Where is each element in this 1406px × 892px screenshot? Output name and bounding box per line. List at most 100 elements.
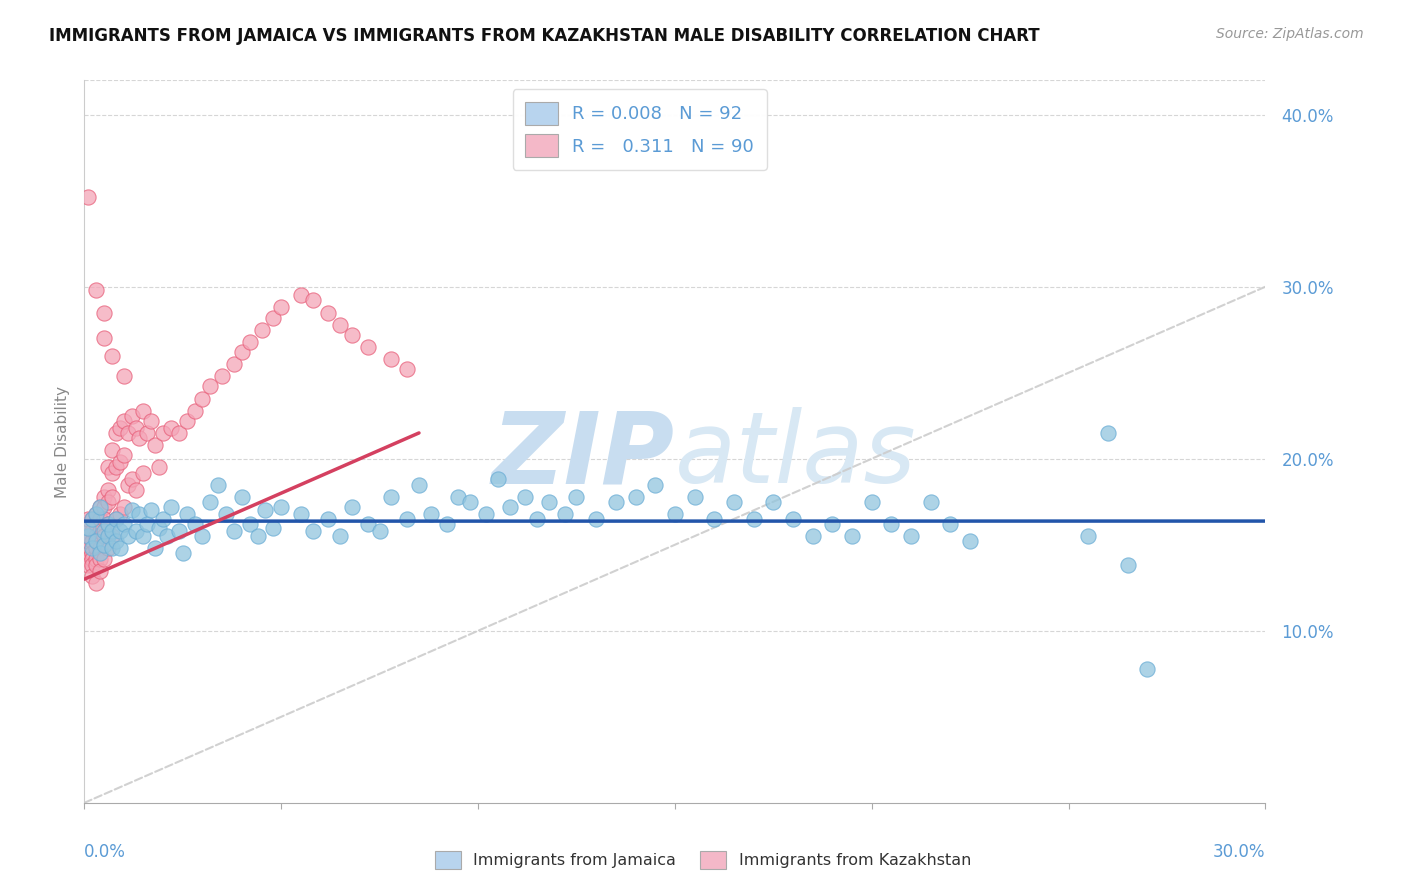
Text: Source: ZipAtlas.com: Source: ZipAtlas.com — [1216, 27, 1364, 41]
Point — [160, 500, 183, 514]
Point — [254, 503, 277, 517]
Point — [117, 529, 139, 543]
Point — [1097, 425, 1119, 440]
Point — [183, 403, 205, 417]
Text: 0.0%: 0.0% — [84, 843, 127, 861]
Point — [93, 512, 115, 526]
Point — [841, 529, 863, 543]
Point — [101, 349, 124, 363]
Point — [396, 362, 419, 376]
Point — [112, 448, 135, 462]
Point — [93, 551, 115, 566]
Point — [200, 494, 222, 508]
Point — [585, 512, 607, 526]
Point — [143, 438, 166, 452]
Point — [152, 425, 174, 440]
Point — [121, 472, 143, 486]
Point — [101, 524, 124, 538]
Point — [262, 310, 284, 325]
Point — [176, 414, 198, 428]
Point — [176, 507, 198, 521]
Point — [222, 357, 245, 371]
Point — [97, 517, 120, 532]
Point — [200, 379, 222, 393]
Point — [222, 524, 245, 538]
Point — [97, 460, 120, 475]
Point — [148, 520, 170, 534]
Point — [82, 546, 104, 560]
Point — [167, 425, 190, 440]
Point — [762, 494, 785, 508]
Point — [132, 466, 155, 480]
Point — [82, 551, 104, 566]
Point — [172, 546, 194, 560]
Point — [77, 534, 100, 549]
Point — [143, 541, 166, 556]
Point — [141, 503, 163, 517]
Point — [644, 477, 666, 491]
Point — [84, 529, 107, 543]
Point — [368, 524, 391, 538]
Point — [77, 529, 100, 543]
Point — [97, 483, 120, 497]
Point — [329, 318, 352, 332]
Point — [84, 575, 107, 590]
Point — [683, 490, 706, 504]
Point — [301, 293, 323, 308]
Point — [290, 507, 312, 521]
Point — [84, 507, 107, 521]
Point — [515, 490, 537, 504]
Point — [93, 500, 115, 514]
Point — [101, 443, 124, 458]
Point — [104, 512, 127, 526]
Point — [664, 507, 686, 521]
Point — [93, 305, 115, 319]
Point — [93, 524, 115, 538]
Point — [121, 503, 143, 517]
Point — [920, 494, 942, 508]
Point — [101, 490, 124, 504]
Point — [340, 500, 363, 514]
Point — [124, 421, 146, 435]
Point — [104, 512, 127, 526]
Point — [231, 490, 253, 504]
Point — [89, 500, 111, 514]
Point — [458, 494, 481, 508]
Point — [290, 288, 312, 302]
Point — [84, 558, 107, 573]
Point — [1136, 662, 1159, 676]
Point — [108, 455, 131, 469]
Point — [329, 529, 352, 543]
Point — [101, 529, 124, 543]
Point — [93, 331, 115, 345]
Point — [498, 500, 520, 514]
Point — [821, 517, 844, 532]
Point — [939, 517, 962, 532]
Point — [132, 403, 155, 417]
Point — [84, 534, 107, 549]
Point — [97, 541, 120, 556]
Point — [77, 546, 100, 560]
Point — [357, 340, 380, 354]
Y-axis label: Male Disability: Male Disability — [55, 385, 70, 498]
Point — [84, 283, 107, 297]
Point — [419, 507, 441, 521]
Point — [357, 517, 380, 532]
Point — [141, 414, 163, 428]
Point — [408, 477, 430, 491]
Point — [436, 517, 458, 532]
Point — [301, 524, 323, 538]
Point — [77, 517, 100, 532]
Point — [77, 558, 100, 573]
Point — [526, 512, 548, 526]
Point — [215, 507, 238, 521]
Point — [108, 524, 131, 538]
Point — [447, 490, 470, 504]
Point — [486, 472, 509, 486]
Point — [97, 517, 120, 532]
Point — [380, 351, 402, 366]
Point — [93, 490, 115, 504]
Point — [93, 529, 115, 543]
Point — [77, 551, 100, 566]
Point — [231, 345, 253, 359]
